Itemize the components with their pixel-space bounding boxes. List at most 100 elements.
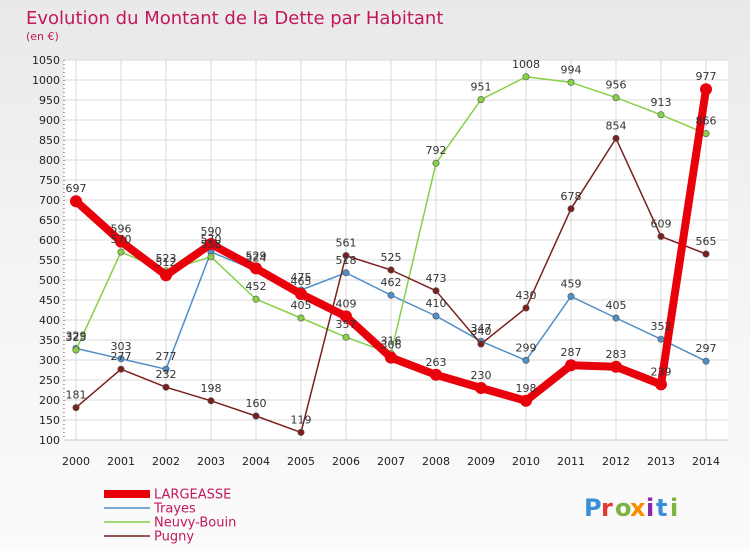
x-tick-label: 2000 xyxy=(62,455,90,468)
data-point xyxy=(342,333,350,341)
data-label: 306 xyxy=(381,339,402,352)
x-tick-label: 2009 xyxy=(467,455,495,468)
data-label: 609 xyxy=(651,217,672,230)
x-tick-label: 2011 xyxy=(557,455,585,468)
brand-letter: t xyxy=(656,494,667,522)
data-point xyxy=(702,130,710,138)
brand-letter: P xyxy=(584,494,602,522)
data-point xyxy=(207,253,215,261)
data-point xyxy=(522,73,530,81)
x-tick-label: 2004 xyxy=(242,455,270,468)
data-point xyxy=(115,235,127,248)
data-point xyxy=(657,111,665,119)
y-tick-label: 300 xyxy=(39,354,60,367)
data-point xyxy=(160,269,172,282)
data-label: 181 xyxy=(66,389,87,402)
data-point xyxy=(387,291,395,299)
data-point xyxy=(250,262,262,275)
y-tick-label: 1000 xyxy=(32,74,60,87)
data-label: 405 xyxy=(606,299,627,312)
y-tick-label: 850 xyxy=(39,134,60,147)
brand-letter: x xyxy=(630,494,646,522)
data-label: 299 xyxy=(516,341,537,354)
data-label: 287 xyxy=(561,346,582,359)
y-tick-label: 700 xyxy=(39,194,60,207)
data-point xyxy=(207,397,215,405)
data-label: 232 xyxy=(156,368,177,381)
y-tick-label: 600 xyxy=(39,234,60,247)
data-point xyxy=(700,83,712,96)
data-point xyxy=(610,360,622,373)
data-label: 565 xyxy=(696,235,717,248)
data-point xyxy=(72,346,80,354)
data-label: 277 xyxy=(156,350,177,363)
y-tick-label: 550 xyxy=(39,254,60,267)
x-tick-label: 2001 xyxy=(107,455,135,468)
data-point xyxy=(205,238,217,250)
x-tick-label: 2002 xyxy=(152,455,180,468)
data-label: 951 xyxy=(471,81,492,94)
brand-letter: r xyxy=(601,494,613,522)
data-label: 523 xyxy=(156,252,177,265)
data-label: 325 xyxy=(66,331,87,344)
data-point xyxy=(72,404,80,412)
data-point xyxy=(342,269,350,277)
data-label: 409 xyxy=(336,297,357,310)
data-label: 678 xyxy=(561,190,582,203)
data-point xyxy=(655,378,667,391)
data-point xyxy=(657,232,665,240)
data-point xyxy=(567,292,575,300)
data-label: 352 xyxy=(651,320,672,333)
data-label: 525 xyxy=(381,251,402,264)
data-label: 357 xyxy=(336,318,357,331)
data-label: 119 xyxy=(291,413,312,426)
data-label: 239 xyxy=(651,365,672,378)
data-label: 913 xyxy=(651,96,672,109)
data-label: 590 xyxy=(201,225,222,238)
y-tick-label: 750 xyxy=(39,174,60,187)
data-point xyxy=(385,351,397,364)
y-tick-label: 150 xyxy=(39,414,60,427)
data-label: 792 xyxy=(426,144,447,157)
data-point xyxy=(657,335,665,343)
data-point xyxy=(432,159,440,167)
data-point xyxy=(477,340,485,348)
data-point xyxy=(117,365,125,373)
data-point xyxy=(117,355,125,363)
data-label: 529 xyxy=(246,249,267,262)
y-tick-label: 100 xyxy=(39,434,60,447)
data-point xyxy=(342,252,350,260)
chart-subtitle: (en €) xyxy=(26,30,59,43)
data-label: 697 xyxy=(66,182,87,195)
legend-label-largeasse: LARGEASSE xyxy=(154,488,231,503)
data-label: 452 xyxy=(246,280,267,293)
data-label: 160 xyxy=(246,397,267,410)
x-tick-label: 2003 xyxy=(197,455,225,468)
data-label: 430 xyxy=(516,289,537,302)
data-label: 524 xyxy=(246,251,267,264)
data-point xyxy=(520,394,532,407)
grid-layer xyxy=(64,59,728,441)
x-tick-label: 2013 xyxy=(647,455,675,468)
data-label: 465 xyxy=(291,275,312,288)
data-point xyxy=(567,78,575,86)
data-label: 277 xyxy=(111,350,132,363)
y-tick-label: 500 xyxy=(39,274,60,287)
data-label: 558 xyxy=(201,238,222,251)
data-point xyxy=(432,287,440,295)
y-tick-label: 1050 xyxy=(32,54,60,67)
data-label: 263 xyxy=(426,356,447,369)
y-tick-label: 350 xyxy=(39,334,60,347)
data-label: 866 xyxy=(696,115,717,128)
data-point xyxy=(522,356,530,364)
legend-label-trayes: Trayes xyxy=(153,502,196,517)
data-point xyxy=(340,310,352,323)
data-label: 462 xyxy=(381,276,402,289)
x-tick-label: 2010 xyxy=(512,455,540,468)
data-label: 316 xyxy=(381,335,402,348)
x-tick-label: 2014 xyxy=(692,455,720,468)
